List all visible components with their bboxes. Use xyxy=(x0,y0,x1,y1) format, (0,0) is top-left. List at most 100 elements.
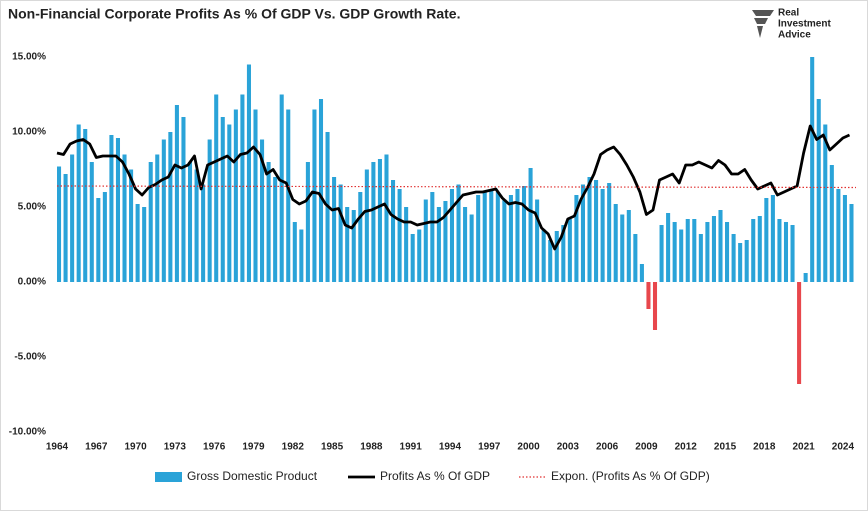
y-tick-label: 10.00% xyxy=(12,127,46,138)
logo-text: Investment xyxy=(778,19,831,30)
bar xyxy=(757,216,762,282)
bar xyxy=(279,94,284,282)
bar xyxy=(600,189,605,282)
x-tick-label: 1997 xyxy=(478,442,501,453)
bar xyxy=(567,219,572,282)
bar xyxy=(561,225,566,282)
bar xyxy=(744,240,749,282)
bar xyxy=(96,198,101,282)
bar xyxy=(332,177,337,282)
bar xyxy=(397,189,402,282)
bar xyxy=(89,162,94,282)
bar xyxy=(109,135,114,282)
bar xyxy=(201,184,206,282)
bar xyxy=(672,222,677,282)
bar xyxy=(417,229,422,282)
bar xyxy=(194,169,199,282)
bar xyxy=(174,105,179,282)
bar xyxy=(698,234,703,282)
bar xyxy=(57,166,62,282)
bar xyxy=(783,222,789,282)
bar xyxy=(764,198,769,282)
bar xyxy=(371,162,376,282)
bar xyxy=(187,162,193,282)
bar xyxy=(115,138,121,282)
bar xyxy=(482,192,487,282)
y-tick-label: -5.00% xyxy=(14,352,46,363)
bar xyxy=(476,195,481,282)
legend-label: Gross Domestic Product xyxy=(187,469,318,483)
bar xyxy=(463,207,468,282)
bar xyxy=(489,189,494,282)
bar xyxy=(246,64,251,282)
bar xyxy=(554,231,559,282)
bar xyxy=(168,132,173,282)
bar xyxy=(63,174,68,282)
bar xyxy=(548,240,553,282)
bar xyxy=(797,282,802,384)
bar xyxy=(594,180,599,282)
x-tick-label: 2012 xyxy=(675,442,698,453)
chart-title: Non-Financial Corporate Profits As % Of … xyxy=(8,6,460,22)
bar xyxy=(528,168,533,282)
bar xyxy=(70,154,75,282)
bar xyxy=(76,124,81,282)
bar xyxy=(377,159,382,282)
x-tick-label: 2003 xyxy=(557,442,580,453)
bar xyxy=(502,199,507,282)
bar xyxy=(836,189,841,282)
bar xyxy=(620,214,625,282)
bar xyxy=(541,229,546,282)
bar xyxy=(515,189,520,282)
bar xyxy=(227,124,232,282)
bar xyxy=(129,169,134,282)
bar xyxy=(495,192,500,282)
bar xyxy=(384,154,389,282)
bar xyxy=(351,210,356,282)
bar xyxy=(456,184,461,282)
bar xyxy=(410,234,415,282)
bar xyxy=(240,94,245,282)
bar xyxy=(391,180,396,282)
bar xyxy=(233,109,238,282)
bar xyxy=(338,184,343,282)
bar xyxy=(305,162,310,282)
bar xyxy=(652,282,658,330)
bar xyxy=(122,154,127,282)
bar xyxy=(535,199,540,282)
bar xyxy=(718,210,723,282)
bar xyxy=(155,154,160,282)
bar xyxy=(345,207,350,282)
bar xyxy=(738,243,743,282)
bar xyxy=(508,195,513,282)
bar xyxy=(436,207,441,282)
bar xyxy=(679,229,684,282)
bar xyxy=(626,210,631,282)
x-tick-label: 1994 xyxy=(439,442,462,453)
legend-swatch xyxy=(155,472,182,482)
x-tick-label: 2000 xyxy=(517,442,540,453)
y-tick-label: -10.00% xyxy=(9,427,46,438)
logo-text: Advice xyxy=(778,30,811,41)
bar xyxy=(148,162,153,282)
bar xyxy=(207,139,212,282)
bar xyxy=(711,216,716,282)
x-tick-label: 1982 xyxy=(282,442,305,453)
bar xyxy=(770,195,775,282)
bar xyxy=(449,189,455,282)
bar xyxy=(286,109,291,282)
bar xyxy=(842,195,847,282)
bar xyxy=(790,225,795,282)
bar xyxy=(829,165,834,282)
bar xyxy=(692,219,697,282)
bar xyxy=(816,99,821,282)
x-tick-label: 1967 xyxy=(85,442,108,453)
x-tick-label: 1973 xyxy=(164,442,187,453)
bar xyxy=(607,183,612,282)
bar xyxy=(613,204,618,282)
bar xyxy=(810,57,815,282)
bar xyxy=(83,129,88,282)
x-tick-label: 2018 xyxy=(753,442,776,453)
bar xyxy=(404,207,409,282)
